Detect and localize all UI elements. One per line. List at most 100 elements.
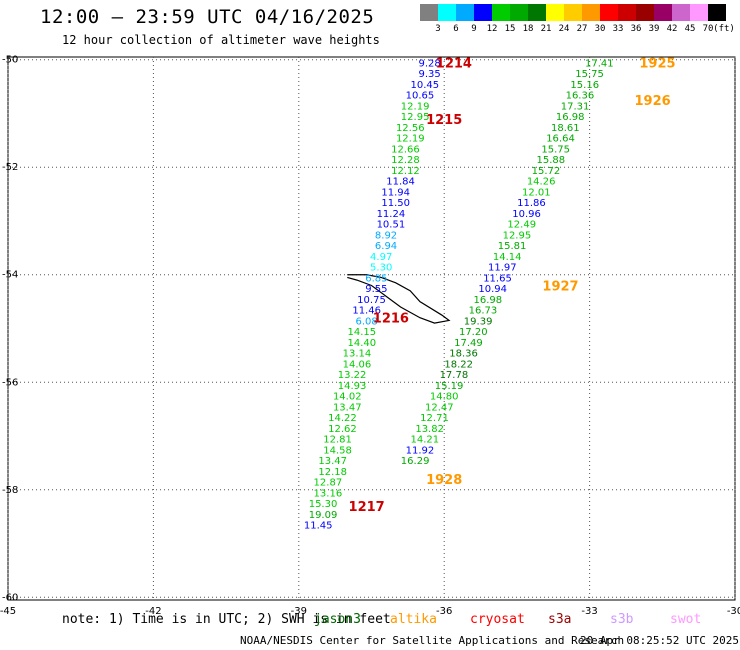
swh-point-track-b: 12.47 <box>425 402 454 413</box>
swh-point-track-a: 12.28 <box>391 155 420 166</box>
legend-swatch <box>492 4 510 21</box>
swh-point-track-a: 11.46 <box>352 306 381 317</box>
legend-label: 15 <box>504 24 516 34</box>
pass-time-label: 1928 <box>426 473 462 488</box>
swh-point-track-b: 13.82 <box>415 424 444 435</box>
swh-point-track-a: 10.75 <box>357 295 386 306</box>
swh-point-track-b: 15.75 <box>541 144 570 155</box>
swh-point-track-a: 4.97 <box>370 252 392 263</box>
legend-label: 27 <box>576 24 588 34</box>
swh-point-track-b: 16.73 <box>469 306 498 317</box>
lat-tick-label: -58 <box>2 485 18 496</box>
legend-unit: (ft) <box>713 24 735 34</box>
swh-point-track-a: 13.22 <box>338 370 367 381</box>
swh-point-track-b: 15.72 <box>532 166 561 177</box>
swh-point-track-a: 12.62 <box>328 424 357 435</box>
swh-point-track-a: 10.65 <box>406 91 435 102</box>
swh-point-track-a: 14.02 <box>333 392 362 403</box>
pass-time-label: 1216 <box>373 312 409 327</box>
swh-point-track-a: 8.92 <box>375 230 397 241</box>
swh-point-track-a: 10.45 <box>410 80 439 91</box>
swh-point-track-a: 9.35 <box>419 69 441 80</box>
legend-swatch <box>546 4 564 21</box>
swh-point-track-a: 9.28 <box>419 58 441 69</box>
legend-label: 6 <box>453 24 459 34</box>
swh-point-track-a: 11.24 <box>377 209 406 220</box>
swh-point-track-b: 15.88 <box>537 155 566 166</box>
swh-point-track-b: 16.36 <box>566 91 595 102</box>
legend-swatch <box>474 4 492 21</box>
legend-label: 21 <box>540 24 552 34</box>
pass-time-label: 1927 <box>542 279 578 294</box>
legend-label: 70 <box>702 24 714 34</box>
swh-point-track-a: 14.93 <box>338 381 367 392</box>
legend-swatch <box>672 4 690 21</box>
swh-point-track-b: 12.95 <box>503 230 532 241</box>
legend-label: 36 <box>630 24 642 34</box>
swh-point-track-b: 16.29 <box>401 456 430 467</box>
legend-swatch <box>438 4 456 21</box>
swh-point-track-b: 18.61 <box>551 123 580 134</box>
swh-point-track-a: 12.81 <box>323 435 352 446</box>
swh-point-track-a: 14.58 <box>323 445 352 456</box>
swh-point-track-a: 12.56 <box>396 123 425 134</box>
swh-point-track-b: 10.94 <box>478 284 507 295</box>
swh-point-track-b: 14.26 <box>527 177 556 188</box>
pass-time-label: 1926 <box>635 94 671 109</box>
swh-point-track-b: 11.65 <box>483 273 512 284</box>
swh-point-track-a: 11.50 <box>381 198 410 209</box>
swh-point-track-b: 12.49 <box>507 220 536 231</box>
swh-point-track-a: 14.06 <box>343 359 372 370</box>
swh-point-track-b: 18.36 <box>449 349 478 360</box>
swh-point-track-a: 12.66 <box>391 144 420 155</box>
swh-point-track-a: 15.30 <box>309 499 338 510</box>
generated-timestamp: 20 Apr 08:25:52 UTC 2025 <box>580 634 739 647</box>
swh-point-track-b: 14.21 <box>410 435 439 446</box>
legend-label: 45 <box>684 24 696 34</box>
legend-swatch <box>708 4 726 21</box>
swh-point-track-b: 17.41 <box>585 58 614 69</box>
pass-time-label: 1215 <box>426 113 462 128</box>
swh-point-track-a: 11.94 <box>381 187 410 198</box>
swh-point-track-a: 6.85 <box>365 273 387 284</box>
swh-point-track-a: 10.51 <box>377 220 406 231</box>
legend-swatch <box>690 4 708 21</box>
satellite-altika: altika <box>390 612 437 627</box>
swh-point-track-a: 11.84 <box>386 177 415 188</box>
swh-point-track-a: 12.19 <box>396 134 425 145</box>
swh-point-track-b: 16.98 <box>556 112 585 123</box>
satellite-swot: swot <box>670 612 702 627</box>
legend-label: 30 <box>594 24 606 34</box>
legend-label: 42 <box>666 24 678 34</box>
swh-point-track-a: 12.87 <box>314 478 343 489</box>
legend-swatch <box>636 4 654 21</box>
swh-point-track-a: 14.22 <box>328 413 357 424</box>
swh-point-track-b: 15.81 <box>498 241 527 252</box>
swh-point-track-b: 17.31 <box>561 101 590 112</box>
swh-point-track-a: 14.40 <box>347 338 376 349</box>
swh-point-track-a: 12.12 <box>391 166 420 177</box>
swh-point-track-b: 16.64 <box>546 134 575 145</box>
swh-point-track-b: 17.78 <box>440 370 469 381</box>
swh-point-track-a: 9.55 <box>365 284 387 295</box>
swh-point-track-a: 14.15 <box>347 327 376 338</box>
pass-time-label: 1925 <box>639 56 675 71</box>
swh-point-track-b: 12.71 <box>420 413 449 424</box>
lat-tick-label: -60 <box>2 592 18 603</box>
swh-point-track-b: 10.96 <box>512 209 541 220</box>
lon-tick-label: -30 <box>727 606 740 617</box>
lon-tick-label: -33 <box>581 606 597 617</box>
swh-point-track-b: 11.86 <box>517 198 546 209</box>
credit-line: NOAA/NESDIS Center for Satellite Applica… <box>240 634 625 647</box>
legend-label: 3 <box>435 24 441 34</box>
legend-label: 33 <box>612 24 624 34</box>
swh-point-track-a: 6.08 <box>356 316 378 327</box>
swh-point-track-b: 16.98 <box>473 295 502 306</box>
coastline-south-georgia <box>347 274 451 324</box>
pass-time-label: 1214 <box>436 56 472 71</box>
legend-label: 39 <box>648 24 660 34</box>
swh-point-track-b: 11.97 <box>488 263 517 274</box>
swh-point-track-b: 17.49 <box>454 338 483 349</box>
lat-tick-label: -54 <box>2 270 18 281</box>
legend-swatch <box>618 4 636 21</box>
